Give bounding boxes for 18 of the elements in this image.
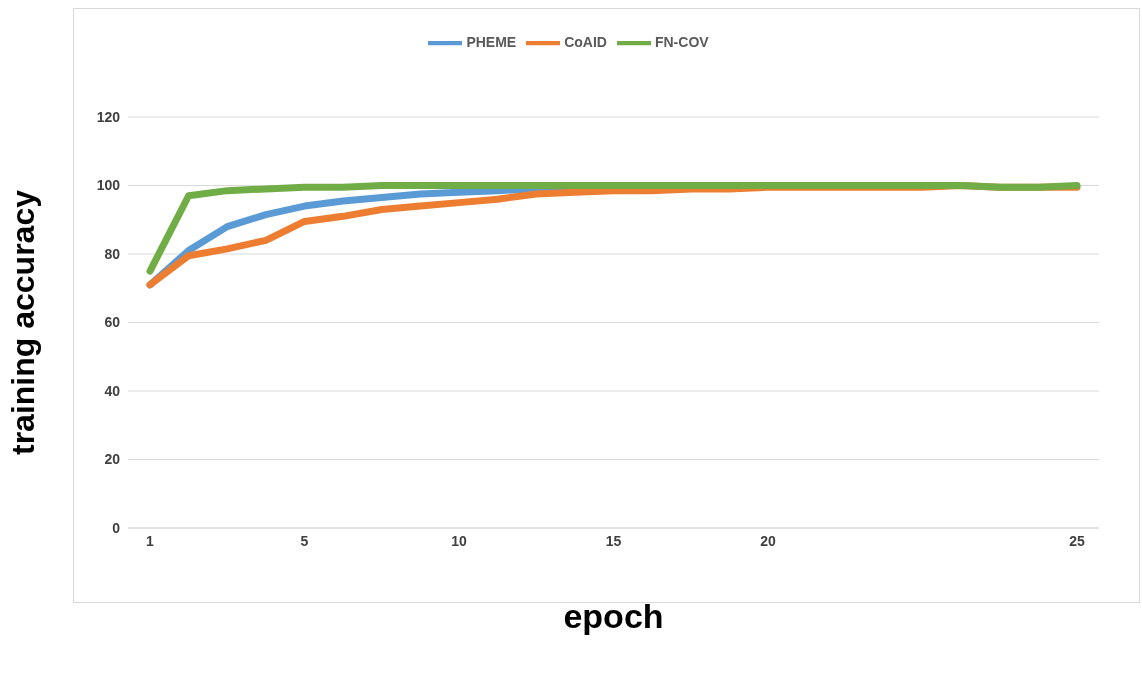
x-tick-label: 1 (146, 532, 155, 549)
x-tick-label: 10 (451, 532, 467, 549)
legend-label: CoAID (564, 33, 607, 50)
y-tick-label: 60 (104, 314, 121, 331)
y-tick-label: 100 (96, 177, 121, 194)
y-tick-label: 40 (104, 382, 121, 399)
x-axis-title: epoch (563, 597, 664, 635)
x-tick-label: 20 (760, 532, 776, 549)
y-axis-title: training accuracy (5, 189, 42, 455)
x-tick-label: 5 (300, 532, 309, 549)
y-tick-label: 0 (112, 519, 121, 536)
y-tick-label: 120 (96, 108, 121, 125)
y-tick-label: 20 (104, 451, 121, 468)
x-tick-label: 15 (605, 532, 622, 549)
legend-label: PHEME (466, 33, 517, 50)
x-tick-label: 25 (1069, 532, 1085, 549)
y-tick-label: 80 (104, 245, 121, 262)
legend-label: FN-COV (654, 33, 709, 50)
